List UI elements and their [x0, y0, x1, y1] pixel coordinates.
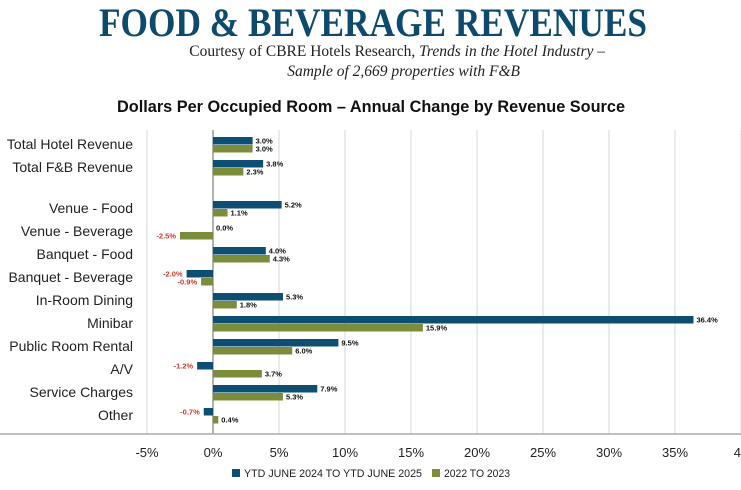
x-tick-label: 20% — [464, 445, 490, 460]
category-label: In-Room Dining — [36, 292, 133, 308]
x-tick-label: 30% — [596, 445, 622, 460]
bar-series2 — [213, 347, 293, 355]
legend-swatch-series2 — [432, 469, 440, 477]
category-label: Total F&B Revenue — [12, 159, 133, 175]
data-label: 5.3% — [286, 293, 303, 302]
data-label: 5.3% — [286, 393, 303, 402]
category-label: A/V — [110, 361, 133, 377]
category-label: Venue - Beverage — [21, 223, 133, 239]
bar-series2 — [213, 324, 423, 332]
x-tick-label: 5% — [270, 445, 289, 460]
bar-series2 — [213, 209, 228, 217]
page-title: FOOD & BEVERAGE REVENUES — [99, 0, 647, 45]
category-label: Other — [98, 407, 133, 423]
bar-series2 — [213, 255, 270, 263]
category-label: Venue - Food — [49, 200, 133, 216]
category-label: Public Room Rental — [9, 338, 133, 354]
x-tick-label: 15% — [398, 445, 424, 460]
bar-series2 — [213, 370, 262, 378]
data-label: 3.0% — [256, 137, 273, 146]
bar-series1 — [213, 247, 266, 255]
credit-line-1: Courtesy of CBRE Hotels Research, Trends… — [189, 43, 605, 60]
data-label: 36.4% — [696, 316, 718, 325]
bar-series1 — [203, 408, 213, 416]
data-label: 6.0% — [295, 347, 312, 356]
x-tick-label: 10% — [332, 445, 358, 460]
bar-series2 — [213, 145, 253, 153]
category-label: Service Charges — [30, 384, 134, 400]
data-label: 3.8% — [266, 160, 283, 169]
data-label: 15.9% — [426, 324, 448, 333]
data-label: 1.8% — [240, 301, 257, 310]
x-tick-label: -5% — [135, 445, 159, 460]
data-label: 2.3% — [246, 168, 263, 177]
data-label: -0.7% — [180, 408, 200, 417]
legend: YTD JUNE 2024 TO YTD JUNE 2025 2022 TO 2… — [232, 468, 510, 480]
data-label: -0.9% — [178, 278, 198, 287]
data-label: -2.5% — [156, 232, 176, 241]
legend-swatch-series1 — [232, 469, 240, 477]
bar-series1 — [213, 137, 253, 145]
data-label: 3.0% — [256, 145, 273, 154]
category-label: Banquet - Beverage — [8, 269, 133, 285]
bar-series1 — [213, 316, 694, 324]
data-label: 3.7% — [265, 370, 282, 379]
bar-series1 — [213, 385, 318, 393]
legend-label-series1: YTD JUNE 2024 TO YTD JUNE 2025 — [244, 468, 422, 480]
bar-series2 — [213, 416, 219, 424]
category-label: Minibar — [87, 315, 133, 331]
bar-series2 — [213, 301, 237, 309]
legend-label-series2: 2022 TO 2023 — [444, 468, 510, 480]
category-label: Total Hotel Revenue — [7, 136, 133, 152]
x-tick-label: 35% — [662, 445, 688, 460]
data-label: -1.2% — [174, 362, 194, 371]
x-tick-label: 40 — [734, 445, 741, 460]
data-label: 4.3% — [273, 255, 290, 264]
bar-series1 — [213, 160, 264, 168]
bar-series1 — [197, 362, 213, 370]
bar-series1 — [213, 293, 283, 301]
data-label: 1.1% — [231, 209, 248, 218]
bar-series1 — [213, 339, 339, 347]
category-label: Banquet - Food — [36, 246, 133, 262]
bar-series2 — [213, 393, 283, 401]
bar-series2 — [201, 278, 213, 286]
data-label: -2.0% — [163, 270, 183, 279]
bar-series1 — [213, 201, 282, 209]
data-label: 9.5% — [341, 339, 358, 348]
data-label: 0.0% — [216, 224, 233, 233]
x-tick-label: 25% — [530, 445, 556, 460]
chart-title: Dollars Per Occupied Room – Annual Chang… — [117, 97, 625, 116]
credit-line-2: Sample of 2,669 properties with F&B — [287, 63, 520, 80]
data-label: 0.4% — [221, 416, 238, 425]
bar-series2 — [180, 232, 213, 240]
bar-series1 — [186, 270, 213, 278]
data-label: 4.0% — [269, 247, 286, 256]
data-label: 7.9% — [320, 385, 337, 394]
bar-series2 — [213, 168, 244, 176]
x-tick-label: 0% — [204, 445, 223, 460]
data-label: 5.2% — [285, 201, 302, 210]
